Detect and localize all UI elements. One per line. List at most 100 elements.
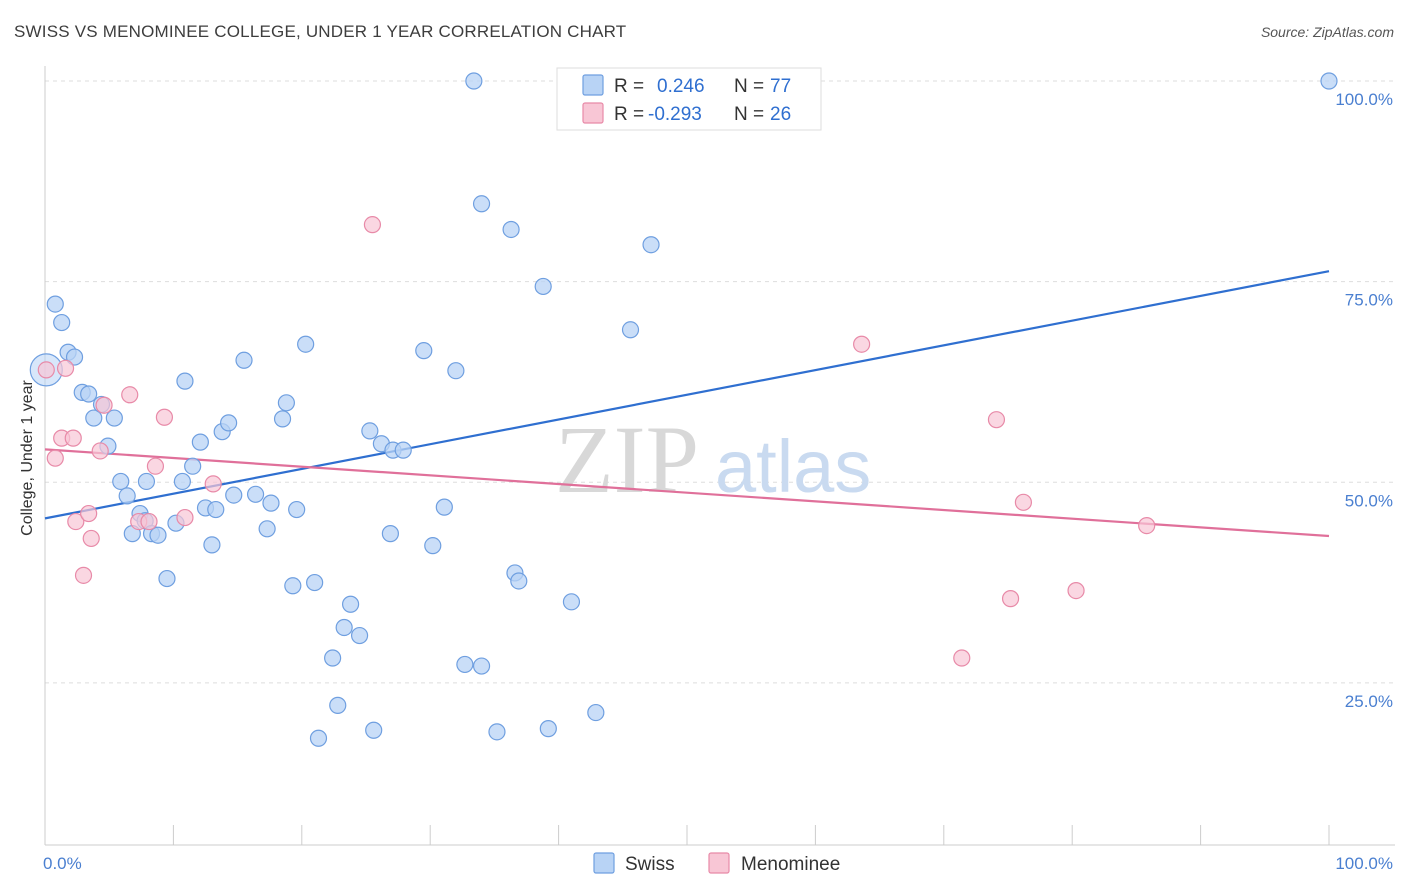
stats-legend: R = 0.246 N = 77 R = -0.293 N = 26: [556, 67, 822, 131]
swiss-point: [365, 721, 383, 739]
menominee-point: [67, 512, 85, 531]
swiss-point: [435, 498, 453, 516]
legend-swatch-menominee: [582, 102, 604, 124]
bottom-legend-swatch-swiss: [593, 852, 615, 874]
swiss-point: [534, 277, 552, 296]
swiss-point: [361, 422, 379, 440]
swiss-point: [220, 414, 238, 432]
swiss-point: [465, 72, 483, 90]
menominee-point: [155, 408, 174, 426]
chart-title: SWISS VS MENOMINEE COLLEGE, UNDER 1 YEAR…: [14, 22, 627, 41]
swiss-trend-line: [44, 270, 1330, 520]
bottom-legend-label-menominee: Menominee: [741, 854, 840, 875]
swiss-point: [184, 457, 202, 475]
swiss-point: [137, 472, 156, 491]
swiss-point: [456, 655, 474, 674]
swiss-point: [642, 236, 660, 254]
swiss-point: [225, 486, 243, 504]
swiss-point: [246, 485, 265, 503]
swiss-point: [297, 335, 315, 353]
swiss-point: [447, 362, 465, 380]
trend-lines: [44, 270, 1330, 538]
menominee-point: [146, 457, 165, 475]
x-tick-label: 100.0%: [1335, 854, 1393, 873]
menominee-point: [987, 411, 1006, 429]
legend-n-value-swiss: 77: [770, 76, 791, 97]
legend-r-label-menominee: R =: [614, 104, 644, 125]
y-tick-label: 75.0%: [1345, 291, 1393, 310]
legend-n-value-menominee: 26: [770, 104, 791, 125]
swiss-point: [105, 409, 123, 427]
menominee-point: [363, 216, 382, 234]
swiss-point: [1320, 72, 1338, 90]
swiss-point: [85, 409, 103, 427]
swiss-point: [273, 410, 292, 428]
swiss-point: [502, 220, 520, 239]
swiss-point: [191, 433, 209, 451]
legend-r-value-swiss: 0.246: [657, 76, 705, 97]
swiss-point: [510, 572, 528, 590]
menominee-point: [1138, 516, 1156, 535]
y-tick-label: 25.0%: [1345, 692, 1393, 711]
legend-r-label-swiss: R =: [614, 76, 644, 97]
menominee-point: [176, 508, 194, 527]
swiss-point: [158, 569, 176, 588]
swiss-point: [324, 649, 342, 667]
swiss-point: [621, 321, 640, 339]
legend-n-label-menominee: N =: [734, 104, 764, 125]
y-axis-title: College, Under 1 year: [19, 380, 36, 536]
bottom-legend-swatch-menominee: [708, 852, 730, 874]
menominee-point: [74, 566, 93, 584]
legend-r-value-menominee: -0.293: [648, 104, 702, 125]
swiss-point: [80, 385, 98, 403]
swiss-point: [277, 394, 295, 412]
menominee-point: [121, 386, 139, 404]
swiss-point: [207, 500, 225, 519]
watermark-atlas: atlas: [715, 425, 871, 508]
swiss-point: [258, 520, 276, 538]
watermark-zip: ZIP: [555, 406, 699, 513]
y-tick-label: 100.0%: [1335, 90, 1393, 109]
swiss-point: [203, 536, 221, 554]
swiss-point: [488, 723, 506, 741]
swiss-point: [306, 573, 324, 592]
menominee-point: [91, 442, 109, 460]
grid-lines: [45, 80, 1395, 684]
menominee-point: [953, 649, 971, 667]
axes: [44, 66, 1395, 846]
swiss-point: [176, 372, 194, 390]
menominee-point: [204, 475, 222, 493]
swiss-point: [472, 195, 491, 213]
swiss-point: [309, 729, 328, 747]
menominee-point: [46, 449, 64, 467]
menominee-point: [853, 335, 871, 353]
legend-n-label-swiss: N =: [734, 76, 764, 97]
swiss-point: [65, 348, 84, 366]
swiss-point: [350, 626, 369, 645]
menominee-point: [1067, 582, 1085, 600]
swiss-point: [587, 703, 605, 722]
menominee-point: [80, 504, 98, 523]
bottom-legend-label-swiss: Swiss: [625, 854, 675, 875]
y-tick-label: 50.0%: [1345, 491, 1393, 510]
swiss-point: [415, 342, 433, 360]
menominee-point: [82, 529, 100, 548]
menominee-point: [64, 429, 82, 447]
menominee-point: [1014, 493, 1033, 511]
swiss-point: [424, 537, 442, 555]
swiss-point: [341, 595, 360, 613]
swiss-point: [539, 720, 557, 738]
x-tick-label: 0.0%: [43, 854, 82, 873]
swiss-point: [329, 696, 347, 714]
swiss-point: [562, 593, 581, 611]
menominee-trend-line: [44, 448, 1330, 538]
menominee-point: [56, 359, 75, 377]
menominee-point: [95, 396, 113, 414]
swiss-point: [149, 526, 167, 544]
swiss-point: [472, 657, 491, 675]
swiss-point: [381, 525, 399, 543]
watermark: ZIP atlas: [555, 406, 871, 513]
swiss-point: [284, 577, 302, 595]
legend-swatch-swiss: [582, 74, 604, 96]
